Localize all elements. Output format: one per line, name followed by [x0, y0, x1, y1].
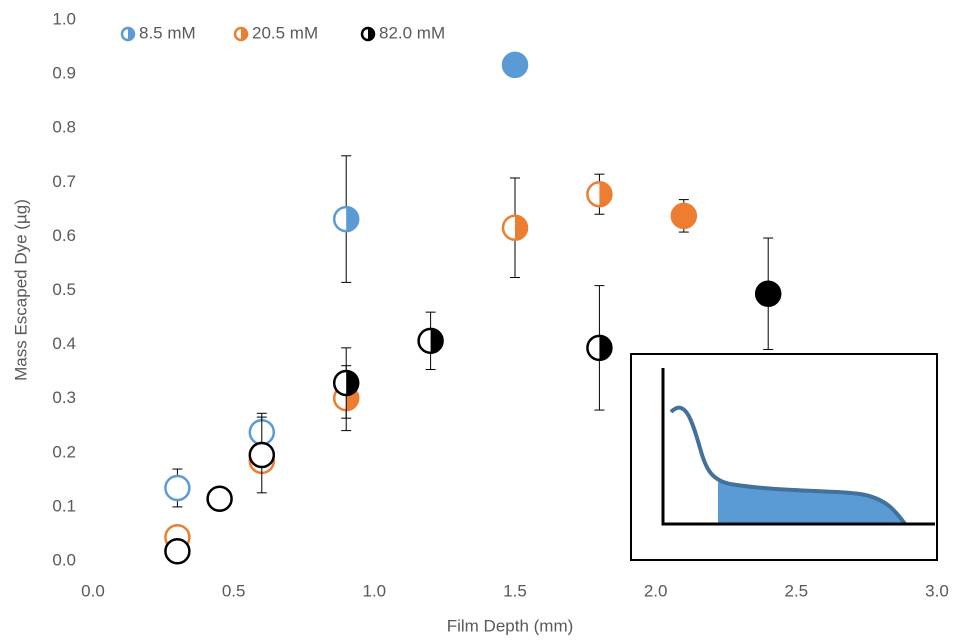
point [417, 311, 444, 370]
y-tick-label: 0.0 [52, 550, 76, 569]
point [164, 468, 191, 508]
marker-fill [430, 328, 443, 353]
y-tick-label: 0.3 [52, 388, 76, 407]
legend-item: 8.5 mM [120, 23, 196, 42]
point [248, 416, 276, 494]
marker [501, 51, 529, 79]
legend-item: 20.5 mM [233, 23, 318, 42]
point [501, 51, 529, 79]
legend-label: 82.0 mM [379, 23, 445, 42]
marker [670, 202, 698, 230]
marker-fill [346, 207, 359, 232]
point [164, 538, 191, 565]
marker-fill [599, 182, 612, 207]
point [586, 285, 613, 411]
x-tick-label: 3.0 [925, 581, 949, 600]
marker-fill [599, 335, 612, 360]
y-tick-label: 0.9 [52, 64, 76, 83]
marker-fill [346, 371, 359, 396]
marker [164, 538, 191, 565]
legend-marker-fill [128, 28, 134, 40]
point [206, 485, 233, 513]
y-tick-label: 0.8 [52, 118, 76, 137]
y-tick-label: 0.6 [52, 226, 76, 245]
y-tick-label: 1.0 [52, 9, 76, 28]
legend-label: 20.5 mM [252, 23, 318, 42]
marker-fill [515, 215, 527, 240]
point [501, 177, 529, 279]
x-tick-label: 1.0 [363, 581, 387, 600]
x-tick-label: 1.5 [503, 581, 527, 600]
point [332, 347, 360, 419]
y-tick-label: 0.1 [52, 496, 76, 515]
x-tick-label: 0.0 [81, 581, 105, 600]
marker [248, 441, 276, 469]
marker [164, 474, 191, 502]
marker [754, 280, 782, 307]
y-tick-label: 0.4 [52, 334, 76, 353]
legend-marker-fill [241, 28, 247, 40]
x-tick-label: 0.5 [222, 581, 246, 600]
point [586, 173, 613, 215]
point [670, 199, 698, 233]
marker [206, 485, 233, 513]
x-axis-title: Film Depth (mm) [447, 616, 574, 635]
legend-label: 8.5 mM [139, 23, 196, 42]
legend-item: 82.0 mM [360, 23, 445, 42]
point [332, 155, 360, 283]
y-tick-label: 0.7 [52, 172, 76, 191]
y-tick-label: 0.2 [52, 442, 76, 461]
point [754, 237, 782, 350]
y-tick-label: 0.5 [52, 280, 76, 299]
y-axis-title: Mass Escaped Dye (µg) [11, 199, 30, 381]
x-tick-label: 2.5 [785, 581, 809, 600]
x-tick-label: 2.0 [644, 581, 668, 600]
inset [630, 353, 938, 561]
legend-marker-fill [368, 28, 374, 40]
